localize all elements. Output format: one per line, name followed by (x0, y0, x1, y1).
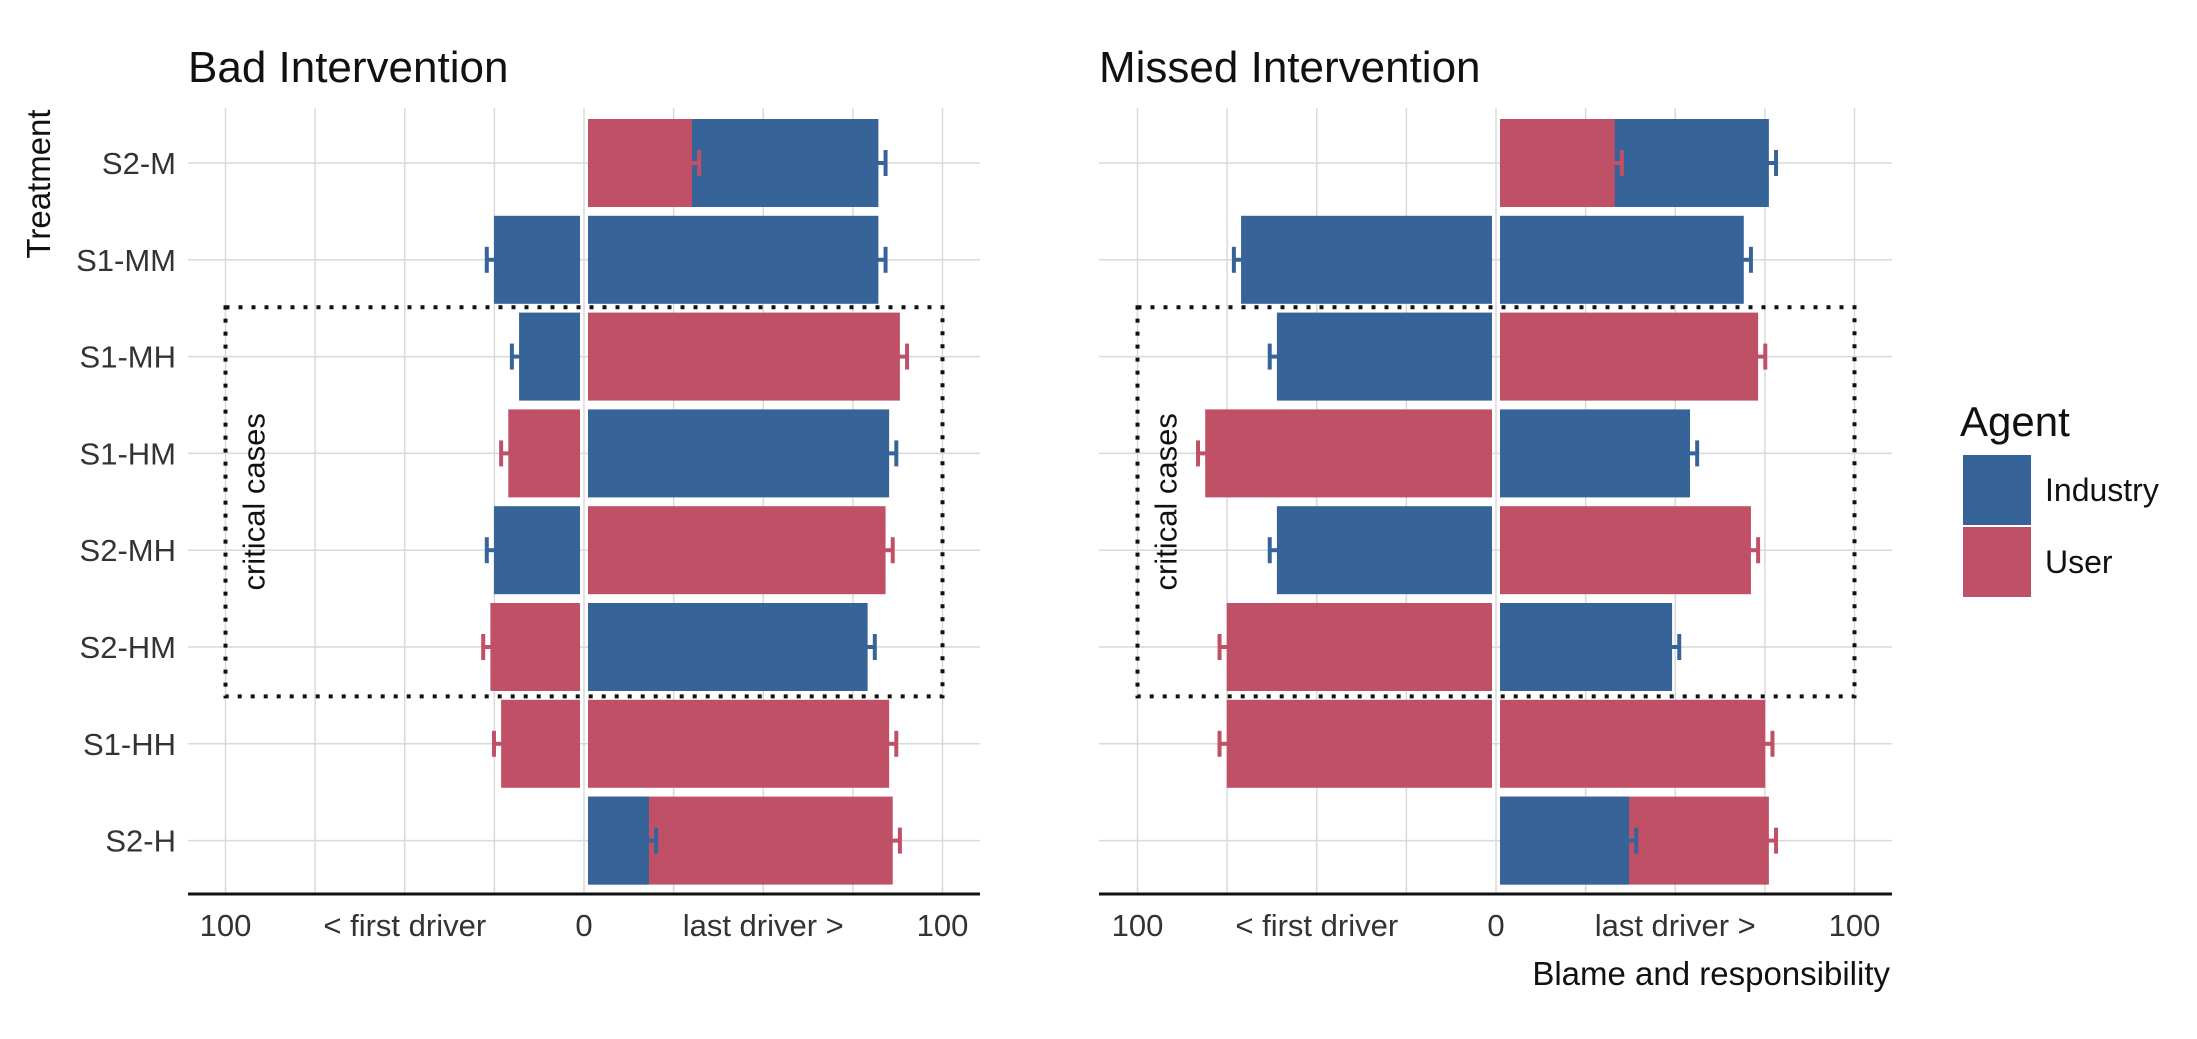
error-bar (484, 537, 504, 564)
error-bar (1231, 246, 1251, 273)
error-bar (484, 246, 504, 273)
x-tick-label: 100 (1829, 908, 1881, 943)
x-tick-label: 100 (200, 908, 252, 943)
bar-right-industry (1500, 796, 1630, 885)
error-bar (1734, 246, 1753, 273)
bar-right-user (1500, 312, 1759, 401)
annotation-layer (223, 305, 1857, 699)
panel-title: Missed Intervention (1099, 43, 1481, 92)
bar-right-user (588, 312, 900, 401)
text-layer: Treatment Blame and responsibility Bad I… (20, 43, 1890, 992)
bar-left-user (1205, 409, 1492, 498)
critical-cases-label: critical cases (1149, 413, 1184, 590)
bar-right-industry (1500, 215, 1744, 304)
x-tick-label: 100 (1112, 908, 1164, 943)
critical-cases-label: critical cases (237, 413, 272, 590)
error-bar (1196, 440, 1215, 467)
legend-label-industry: Industry (2045, 472, 2159, 508)
x-tick-label: last driver > (683, 908, 844, 943)
bar-right-industry (588, 796, 649, 885)
bar-left-industry (1241, 215, 1492, 304)
error-bar (879, 440, 899, 467)
y-tick-label: S1-HH (83, 727, 176, 762)
bar-right-industry (1500, 603, 1673, 691)
bar-left-user (508, 409, 580, 498)
y-tick-label: S2-HM (80, 630, 176, 665)
legend-swatch-user (1961, 525, 2033, 599)
bar-right-user (1500, 506, 1751, 595)
bar-right-user (1500, 119, 1615, 207)
x-tick-label: 0 (575, 908, 592, 943)
bar-left-industry (519, 312, 580, 401)
error-bar (876, 537, 895, 564)
y-tick-label: S1-HM (80, 436, 176, 471)
error-bar (491, 730, 511, 757)
error-bar (1619, 827, 1639, 854)
x-tick-label: last driver > (1595, 908, 1756, 943)
legend-label-user: User (2045, 544, 2113, 580)
x-tick-label: < first driver (1235, 908, 1398, 943)
bar-left-industry (493, 506, 580, 595)
error-bar (1217, 730, 1236, 757)
bar-right-industry (588, 409, 890, 498)
x-tick-label: 100 (917, 908, 969, 943)
error-bar (1741, 537, 1761, 564)
error-bar (481, 634, 500, 660)
critical-cases-box (1135, 305, 1857, 699)
bar-left-user (1226, 699, 1492, 788)
error-bar (879, 730, 899, 757)
error-bar (1759, 150, 1779, 176)
error-bar (1662, 634, 1682, 660)
bar-right-user (588, 699, 890, 788)
error-bar (509, 343, 529, 370)
legend-swatch-industry (1961, 453, 2033, 527)
error-bar (1605, 150, 1624, 176)
error-bar (639, 827, 659, 854)
bars-layer (481, 119, 1779, 885)
bar-right-industry (588, 603, 868, 691)
error-bar (1680, 440, 1700, 467)
bar-right-user (588, 119, 692, 207)
error-bar (858, 634, 877, 660)
bar-right-user (588, 506, 886, 595)
y-tick-label: S2-M (102, 146, 176, 181)
x-tick-label: 0 (1487, 908, 1504, 943)
y-tick-label: S1-MH (80, 340, 176, 375)
y-axis-title: Treatment (20, 109, 57, 258)
bar-right-user (1500, 699, 1766, 788)
bar-left-industry (1276, 506, 1492, 595)
bar-right-industry (588, 215, 879, 304)
error-bar (890, 343, 910, 370)
error-bar (1217, 634, 1236, 660)
error-bar (499, 440, 518, 467)
critical-cases-box (223, 305, 945, 699)
legend: Agent Industry User (1960, 398, 2159, 599)
legend-title: Agent (1960, 398, 2070, 445)
error-bar (1756, 730, 1775, 757)
error-bar (682, 150, 702, 176)
error-bar (1748, 343, 1768, 370)
error-bar (1267, 343, 1287, 370)
error-bar (1759, 827, 1779, 854)
bar-left-user (1226, 603, 1492, 691)
error-bar (883, 827, 902, 854)
y-tick-label: S2-H (105, 824, 176, 859)
bar-left-industry (493, 215, 580, 304)
y-tick-label: S1-MM (76, 243, 176, 278)
panel-title: Bad Intervention (188, 43, 508, 92)
bar-left-user (490, 603, 580, 691)
x-axis-title: Blame and responsibility (1532, 955, 1890, 992)
error-bar (869, 150, 888, 176)
y-tick-label: S2-MH (80, 533, 176, 568)
error-bar (1267, 537, 1287, 564)
bar-left-user (501, 699, 580, 788)
error-bar (869, 246, 888, 273)
bar-right-industry (1500, 409, 1691, 498)
bar-left-industry (1276, 312, 1492, 401)
x-tick-label: < first driver (323, 908, 486, 943)
